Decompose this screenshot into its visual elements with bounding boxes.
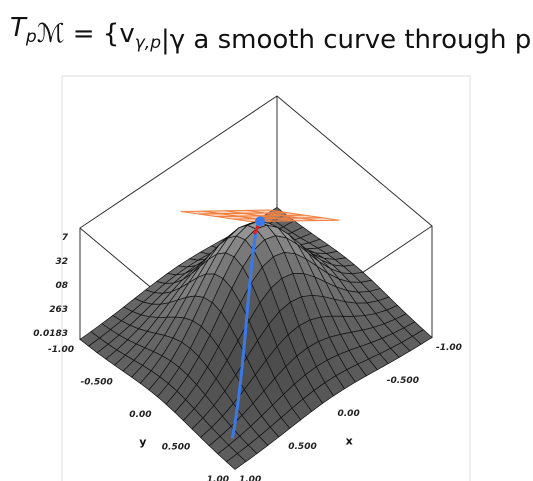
x-tick-label: 1.00: [239, 475, 261, 481]
z-tick-label: 08: [55, 281, 68, 291]
formula-part: |γ a smooth curve through p}: [161, 25, 533, 55]
y-tick-label: -0.500: [81, 378, 113, 388]
y-tick-label: -1.00: [48, 345, 74, 355]
surface-plot: -1.00 -0.500 0.00 0.500 1.00 1.00 0.500 0.00 -0.…: [33, 95, 462, 481]
formula-part: T: [10, 13, 28, 43]
z-tick-label: 0.0183: [33, 329, 68, 339]
x-tick-label: -0.500: [387, 376, 419, 386]
formula-part: ℳ = {v: [37, 19, 135, 49]
formula: Tpℳ = {vγ,p|γ a smooth curve through p}: [10, 13, 533, 55]
y-tick-label: 0.00: [129, 410, 151, 420]
y-tick-label: 1.00: [207, 475, 229, 481]
formula-subscript: γ,p: [135, 33, 161, 53]
point-p: [255, 216, 266, 227]
z-tick-label: 263: [49, 305, 68, 315]
formula-subscript: p: [25, 27, 37, 47]
tangent-plane: [180, 209, 340, 223]
z-tick-label: 32: [55, 257, 68, 267]
x-tick-label: 0.500: [288, 442, 316, 452]
curve: [230, 220, 262, 439]
y-axis-label: y: [139, 436, 146, 449]
surface-patch: [225, 453, 247, 470]
x-tick-label: -1.00: [436, 343, 462, 353]
x-tick-label: 0.00: [338, 409, 360, 419]
z-tick-label: 7: [62, 233, 69, 243]
y-tick-label: 0.500: [162, 443, 190, 453]
x-axis-label: x: [346, 435, 353, 448]
